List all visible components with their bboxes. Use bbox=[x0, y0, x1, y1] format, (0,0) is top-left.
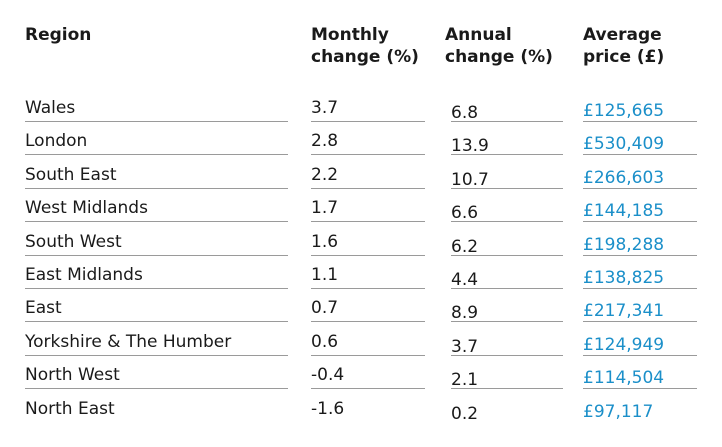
cell-region: East Midlands bbox=[25, 263, 288, 289]
cell-average-price: £97,117 bbox=[583, 401, 654, 422]
header-price-line-2: price (£) bbox=[583, 47, 665, 67]
cell-monthly-change: 1.7 bbox=[311, 196, 425, 223]
cell-annual-change: 6.2 bbox=[451, 230, 563, 257]
table-row: South East 2.2 10.7 £266,603 bbox=[0, 163, 722, 196]
cell-average-price: £198,288 bbox=[583, 230, 697, 256]
cell-annual-change: 4.4 bbox=[451, 263, 563, 290]
cell-annual-change: 10.7 bbox=[451, 163, 563, 190]
header-region: Region bbox=[25, 24, 91, 46]
cell-monthly-change: -1.6 bbox=[311, 398, 345, 419]
cell-region: North East bbox=[25, 398, 115, 419]
header-annual-change: Annual change (%) bbox=[445, 24, 553, 68]
table-row: London 2.8 13.9 £530,409 bbox=[0, 129, 722, 162]
cell-region: Yorkshire & The Humber bbox=[25, 330, 288, 356]
cell-monthly-change: 2.8 bbox=[311, 129, 425, 156]
cell-annual-change: 6.8 bbox=[451, 96, 563, 123]
cell-annual-change: 13.9 bbox=[451, 129, 563, 156]
header-monthly-change: Monthly change (%) bbox=[311, 24, 419, 68]
table-row: East Midlands 1.1 4.4 £138,825 bbox=[0, 263, 722, 296]
cell-average-price: £124,949 bbox=[583, 330, 697, 356]
cell-annual-change: 3.7 bbox=[451, 330, 563, 357]
cell-monthly-change: 0.6 bbox=[311, 330, 425, 356]
header-price-line-1: Average bbox=[583, 25, 662, 45]
header-monthly-line-1: Monthly bbox=[311, 25, 389, 45]
cell-monthly-change: 0.7 bbox=[311, 296, 425, 323]
cell-monthly-change: 1.1 bbox=[311, 263, 425, 289]
header-annual-line-2: change (%) bbox=[445, 47, 553, 67]
cell-annual-change: 6.6 bbox=[451, 196, 563, 223]
table-row: West Midlands 1.7 6.6 £144,185 bbox=[0, 196, 722, 229]
cell-average-price: £217,341 bbox=[583, 296, 697, 323]
cell-region: London bbox=[25, 129, 288, 156]
cell-average-price: £530,409 bbox=[583, 129, 697, 156]
table-row: North East -1.6 0.2 £97,117 bbox=[0, 397, 722, 430]
table-row: South West 1.6 6.2 £198,288 bbox=[0, 230, 722, 263]
cell-monthly-change: 3.7 bbox=[311, 96, 425, 122]
cell-average-price: £114,504 bbox=[583, 363, 697, 390]
cell-annual-change: 8.9 bbox=[451, 296, 563, 323]
header-monthly-line-2: change (%) bbox=[311, 47, 419, 67]
cell-region: South East bbox=[25, 163, 288, 189]
header-region-line-1: Region bbox=[25, 25, 92, 45]
cell-monthly-change: -0.4 bbox=[311, 363, 425, 390]
table-row: Yorkshire & The Humber 0.6 3.7 £124,949 bbox=[0, 330, 722, 363]
cell-region: East bbox=[25, 296, 288, 323]
cell-monthly-change: 1.6 bbox=[311, 230, 425, 256]
cell-region: South West bbox=[25, 230, 288, 256]
table-row: Wales 3.7 6.8 £125,665 bbox=[0, 96, 722, 129]
header-annual-line-1: Annual bbox=[445, 25, 512, 45]
cell-region: North West bbox=[25, 363, 288, 390]
table-row: East 0.7 8.9 £217,341 bbox=[0, 296, 722, 329]
cell-average-price: £144,185 bbox=[583, 196, 697, 223]
cell-annual-change: 2.1 bbox=[451, 363, 563, 390]
cell-region: Wales bbox=[25, 96, 288, 122]
cell-region: West Midlands bbox=[25, 196, 288, 223]
header-average-price: Average price (£) bbox=[583, 24, 664, 68]
cell-monthly-change: 2.2 bbox=[311, 163, 425, 189]
cell-average-price: £125,665 bbox=[583, 96, 697, 122]
table-row: North West -0.4 2.1 £114,504 bbox=[0, 363, 722, 396]
cell-average-price: £138,825 bbox=[583, 263, 697, 289]
cell-annual-change: 0.2 bbox=[451, 403, 479, 424]
cell-average-price: £266,603 bbox=[583, 163, 697, 189]
